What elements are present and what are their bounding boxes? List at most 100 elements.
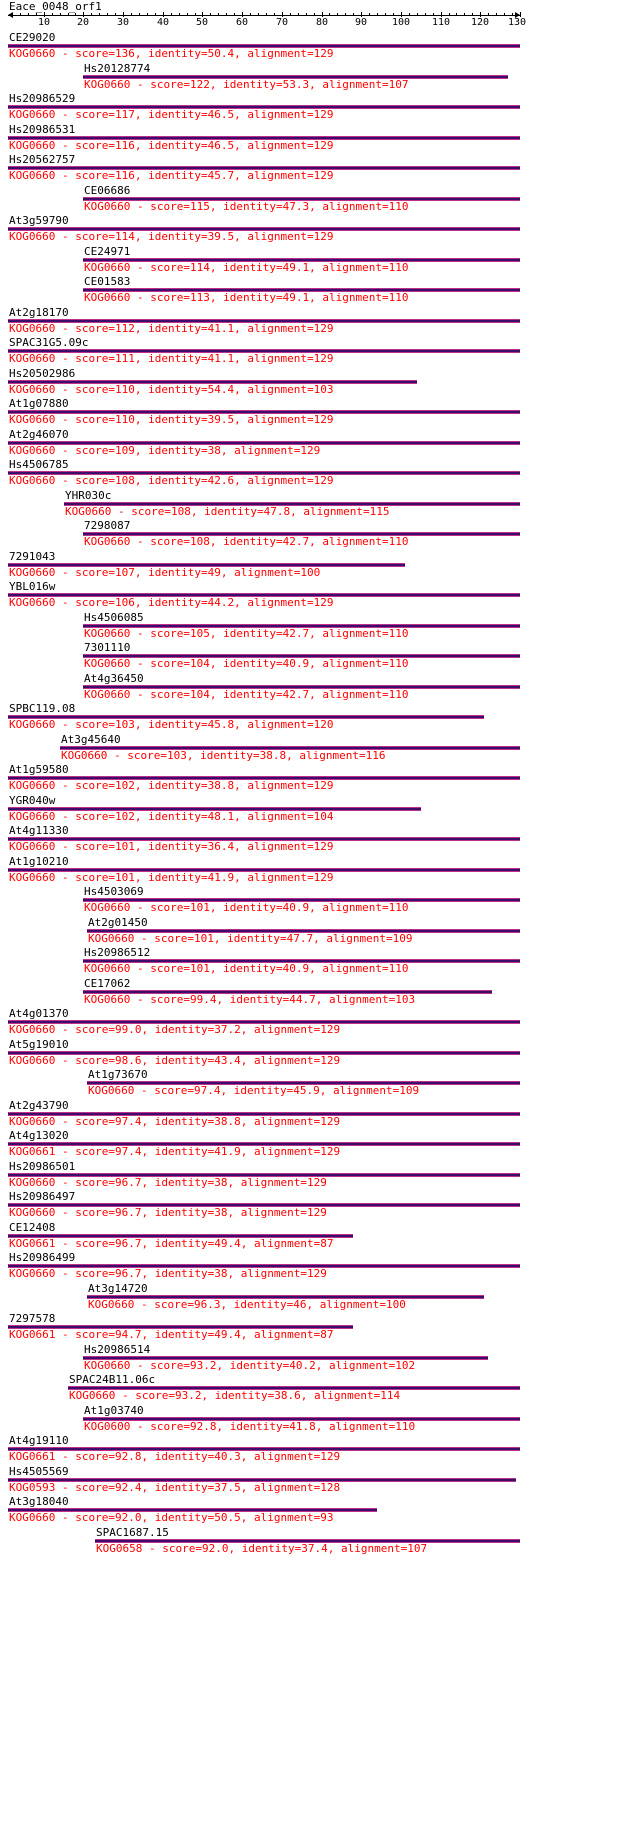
hit-entry[interactable]: At4g11330 KOG0660 - score=101, identity=3… [0, 825, 620, 855]
hit-name[interactable]: SPBC119.08 [9, 702, 76, 715]
hit-alignment-bar[interactable] [8, 1447, 520, 1451]
hit-name[interactable]: Hs20986531 [9, 122, 76, 136]
hit-entry[interactable]: 7298087 KOG0660 - score=108, identity=42.… [0, 520, 620, 550]
hit-name[interactable]: At1g73670 [88, 1068, 148, 1081]
hit-entry[interactable]: At5g19010 KOG0660 - score=98.6, identity=… [0, 1038, 620, 1069]
hit-name[interactable]: At3g14720 [88, 1281, 148, 1295]
hit-alignment-bar[interactable] [83, 74, 508, 79]
hit-alignment-bar[interactable] [8, 776, 520, 780]
hit-entry[interactable]: At1g10210 KOG0660 - score=101, identity=4… [0, 855, 620, 886]
hit-entry[interactable]: Hs20502986 KOG0660 - score=110, identity=… [0, 366, 620, 398]
hit-entry[interactable]: Hs20562757 KOG0660 - score=116, identity=… [0, 154, 620, 184]
hit-alignment-bar[interactable] [95, 1538, 520, 1543]
hit-entry[interactable]: At3g18040 KOG0660 - score=92.0, identity=… [0, 1496, 620, 1526]
hit-name[interactable]: At2g46070 [9, 427, 69, 441]
hit-entry[interactable]: At4g13020 KOG0661 - score=97.4, identity=… [0, 1130, 620, 1160]
hit-name[interactable]: CE12408 [9, 1220, 56, 1234]
hit-name[interactable]: YGR040w [9, 793, 56, 807]
hit-entry[interactable]: YBL016w KOG0660 - score=106, identity=44.… [0, 581, 620, 611]
hit-alignment-bar[interactable] [8, 1233, 353, 1238]
hit-alignment-bar[interactable] [83, 654, 520, 658]
hit-entry[interactable]: CE17062 KOG0660 - score=99.4, identity=44… [0, 976, 620, 1008]
hit-alignment-bar[interactable] [8, 593, 520, 597]
hit-name[interactable]: Hs4506085 [84, 610, 144, 624]
hit-alignment-bar[interactable] [8, 562, 405, 567]
hit-name[interactable]: SPAC1687.15 [96, 1525, 169, 1539]
hit-name[interactable]: At4g01370 [9, 1007, 69, 1020]
hit-entry[interactable]: At2g01450 KOG0660 - score=101, identity=4… [0, 915, 620, 947]
hit-name[interactable]: YHR030c [65, 488, 112, 502]
hit-entry[interactable]: SPAC31G5.09c KOG0660 - score=111, identit… [0, 337, 620, 367]
hit-alignment-bar[interactable] [8, 440, 520, 445]
hit-alignment-bar[interactable] [83, 288, 520, 292]
hit-alignment-bar[interactable] [8, 1142, 520, 1146]
hit-alignment-bar[interactable] [8, 837, 520, 841]
hit-alignment-bar[interactable] [8, 1050, 520, 1055]
hit-entry[interactable]: SPAC24B11.06c KOG0660 - score=93.2, ident… [0, 1374, 620, 1404]
hit-name[interactable]: Hs20986501 [9, 1159, 76, 1173]
hit-name[interactable]: 7301110 [84, 641, 131, 654]
hit-entry[interactable]: 7291043 KOG0660 - score=107, identity=49,… [0, 550, 620, 581]
hit-entry[interactable]: At1g07880 KOG0660 - score=110, identity=3… [0, 398, 620, 428]
hit-name[interactable]: At4g13020 [9, 1129, 69, 1142]
hit-entry[interactable]: CE01583 KOG0660 - score=113, identity=49.… [0, 276, 620, 306]
hit-name[interactable]: Hs20502986 [9, 366, 76, 380]
hit-alignment-bar[interactable] [87, 928, 520, 933]
hit-entry[interactable]: YHR030c KOG0660 - score=108, identity=47.… [0, 488, 620, 520]
hit-entry[interactable]: YGR040w KOG0660 - score=102, identity=48.… [0, 793, 620, 825]
hit-entry[interactable]: At2g43790 KOG0660 - score=97.4, identity=… [0, 1098, 620, 1130]
hit-alignment-bar[interactable] [87, 1294, 484, 1299]
hit-alignment-bar[interactable] [68, 1386, 520, 1390]
hit-alignment-bar[interactable] [8, 867, 520, 872]
hit-alignment-bar[interactable] [8, 1508, 377, 1512]
hit-alignment-bar[interactable] [8, 1264, 520, 1268]
hit-name[interactable]: At4g11330 [9, 824, 69, 837]
hit-alignment-bar[interactable] [8, 1172, 520, 1177]
hit-entry[interactable]: At2g18170 KOG0660 - score=112, identity=4… [0, 305, 620, 337]
hit-alignment-bar[interactable] [8, 471, 520, 475]
hit-alignment-bar[interactable] [8, 379, 417, 384]
hit-alignment-bar[interactable] [8, 105, 520, 109]
hit-alignment-bar[interactable] [83, 623, 520, 628]
hit-alignment-bar[interactable] [8, 410, 520, 414]
hit-alignment-bar[interactable] [8, 227, 520, 231]
hit-name[interactable]: Hs20986497 [9, 1190, 76, 1203]
hit-name[interactable]: At3g59790 [9, 214, 69, 227]
hit-alignment-bar[interactable] [83, 989, 492, 994]
hit-name[interactable]: At1g03740 [84, 1403, 144, 1417]
hit-alignment-bar[interactable] [8, 135, 520, 140]
hit-name[interactable]: CE17062 [84, 976, 131, 990]
hit-alignment-bar[interactable] [83, 959, 520, 963]
hit-entry[interactable]: CE29020 KOG0660 - score=136, identity=50.… [0, 32, 620, 62]
hit-entry[interactable]: Hs4506085 KOG0660 - score=105, identity=4… [0, 610, 620, 642]
hit-alignment-bar[interactable] [8, 715, 484, 719]
hit-entry[interactable]: At4g01370 KOG0660 - score=99.0, identity=… [0, 1008, 620, 1038]
hit-alignment-bar[interactable] [8, 1477, 516, 1482]
hit-name[interactable]: At1g59580 [9, 763, 69, 776]
hit-name[interactable]: CE01583 [84, 275, 131, 288]
hit-alignment-bar[interactable] [8, 44, 520, 48]
hit-entry[interactable]: Hs4506785 KOG0660 - score=108, identity=4… [0, 459, 620, 489]
hit-name[interactable]: At2g18170 [9, 305, 69, 319]
hit-name[interactable]: CE24971 [84, 244, 131, 258]
hit-alignment-bar[interactable] [83, 1355, 488, 1360]
hit-entry[interactable]: Hs4503069 KOG0660 - score=101, identity=4… [0, 886, 620, 916]
hit-name[interactable]: At1g07880 [9, 397, 69, 410]
hit-name[interactable]: Hs20562757 [9, 153, 76, 166]
hit-alignment-bar[interactable] [8, 1325, 353, 1329]
hit-name[interactable]: YBL016w [9, 580, 56, 593]
hit-name[interactable]: At3g45640 [61, 732, 121, 746]
hit-name[interactable]: At2g43790 [9, 1098, 69, 1112]
hit-entry[interactable]: At1g73670 KOG0660 - score=97.4, identity=… [0, 1069, 620, 1099]
hit-entry[interactable]: 7301110 KOG0660 - score=104, identity=40.… [0, 642, 620, 672]
hit-entry[interactable]: 7297578 KOG0661 - score=94.7, identity=49… [0, 1313, 620, 1343]
hit-alignment-bar[interactable] [8, 318, 520, 323]
hit-name[interactable]: At3g18040 [9, 1495, 69, 1508]
hit-name[interactable]: CE06686 [84, 183, 131, 197]
hit-name[interactable]: Hs20986499 [9, 1251, 76, 1264]
hit-entry[interactable]: Hs20986501 KOG0660 - score=96.7, identity… [0, 1159, 620, 1191]
hit-entry[interactable]: CE24971 KOG0660 - score=114, identity=49.… [0, 244, 620, 276]
hit-entry[interactable]: Hs20986499 KOG0660 - score=96.7, identity… [0, 1252, 620, 1282]
hit-alignment-bar[interactable] [8, 1203, 520, 1207]
hit-name[interactable]: At2g01450 [88, 915, 148, 929]
